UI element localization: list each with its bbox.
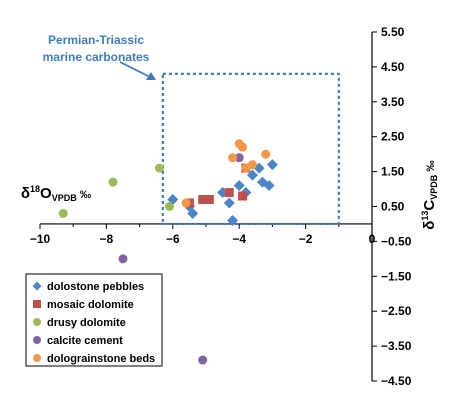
y-tick-label: −2.50 xyxy=(381,304,412,318)
legend-label-dolograinstone-beds: dolograinstone beds xyxy=(47,353,155,365)
y-tick-label: −4.50 xyxy=(381,374,412,388)
y-tick-label: −3.50 xyxy=(381,339,412,353)
legend-label-calcite-cement: calcite cement xyxy=(47,335,123,347)
y-tick-label: 4.50 xyxy=(381,60,405,74)
dolograinstone-beds-point xyxy=(261,149,271,159)
dolograinstone-beds-point xyxy=(241,163,251,173)
dolostone-pebbles-point xyxy=(263,180,275,192)
legend-label-dolostone-pebbles: dolostone pebbles xyxy=(47,281,144,293)
drusy-dolomite-point xyxy=(164,202,174,211)
legend-marker-calcite-cement xyxy=(33,336,41,344)
legend-marker-drusy-dolomite xyxy=(33,318,41,326)
calcite-cement-point xyxy=(118,254,128,264)
annotation-text: Permian-Triassic xyxy=(48,33,144,47)
y-tick-label: 2.50 xyxy=(381,130,405,144)
drusy-dolomite-point xyxy=(155,163,165,173)
mosaic-dolomite-point xyxy=(238,191,248,201)
annotation-box xyxy=(161,72,340,226)
dolostone-pebbles-point xyxy=(266,159,278,171)
mosaic-dolomite-point xyxy=(198,195,208,205)
mosaic-dolomite-point xyxy=(204,195,214,205)
y-tick-label: 3.50 xyxy=(381,95,405,109)
legend-marker-mosaic-dolomite xyxy=(33,300,41,308)
legend-label-mosaic-dolomite: mosaic dolomite xyxy=(47,299,134,311)
calcite-cement-point xyxy=(234,153,244,163)
y-tick-label: 0.50 xyxy=(381,200,405,214)
dolograinstone-beds-point xyxy=(181,198,191,208)
y-axis-label: δ13CVPDB ‰ xyxy=(420,160,439,230)
y-tick-label: 1.50 xyxy=(381,165,405,179)
mosaic-dolomite-point xyxy=(224,188,234,198)
legend-marker-dolostone-pebbles xyxy=(32,281,42,291)
dolograinstone-beds-point xyxy=(238,142,248,152)
y-tick-label: −0.50 xyxy=(381,234,412,248)
dolograinstone-beds-point xyxy=(228,153,238,163)
legend-marker-dolograinstone-beds xyxy=(33,354,41,362)
legend-label-drusy-dolomite: drusy dolomite xyxy=(47,317,126,329)
annotation-text: marine carbonates xyxy=(43,50,150,64)
x-tick-label: −4 xyxy=(232,232,246,246)
x-tick-label: −6 xyxy=(166,232,180,246)
annotation-arrowhead xyxy=(146,72,156,80)
dolograinstone-beds-point xyxy=(247,160,257,170)
x-tick-label: −2 xyxy=(299,232,313,246)
y-tick-label: 5.50 xyxy=(381,25,405,39)
y-tick-label: −1.50 xyxy=(381,269,412,283)
x-axis-label: δ18OVPDB ‰ xyxy=(21,184,92,203)
annotation-arrow xyxy=(119,61,151,78)
drusy-dolomite-point xyxy=(108,177,118,187)
dolostone-pebbles-point xyxy=(227,214,239,226)
x-tick-label: −10 xyxy=(30,232,51,246)
x-tick-label: −8 xyxy=(100,232,114,246)
legend-box xyxy=(25,273,163,367)
dolostone-pebbles-point xyxy=(187,207,199,219)
dolostone-pebbles-point xyxy=(233,180,245,192)
dolostone-pebbles-point xyxy=(223,197,235,209)
x-tick-label: 0 xyxy=(369,232,376,246)
calcite-cement-point xyxy=(198,355,208,365)
drusy-dolomite-point xyxy=(58,208,68,218)
